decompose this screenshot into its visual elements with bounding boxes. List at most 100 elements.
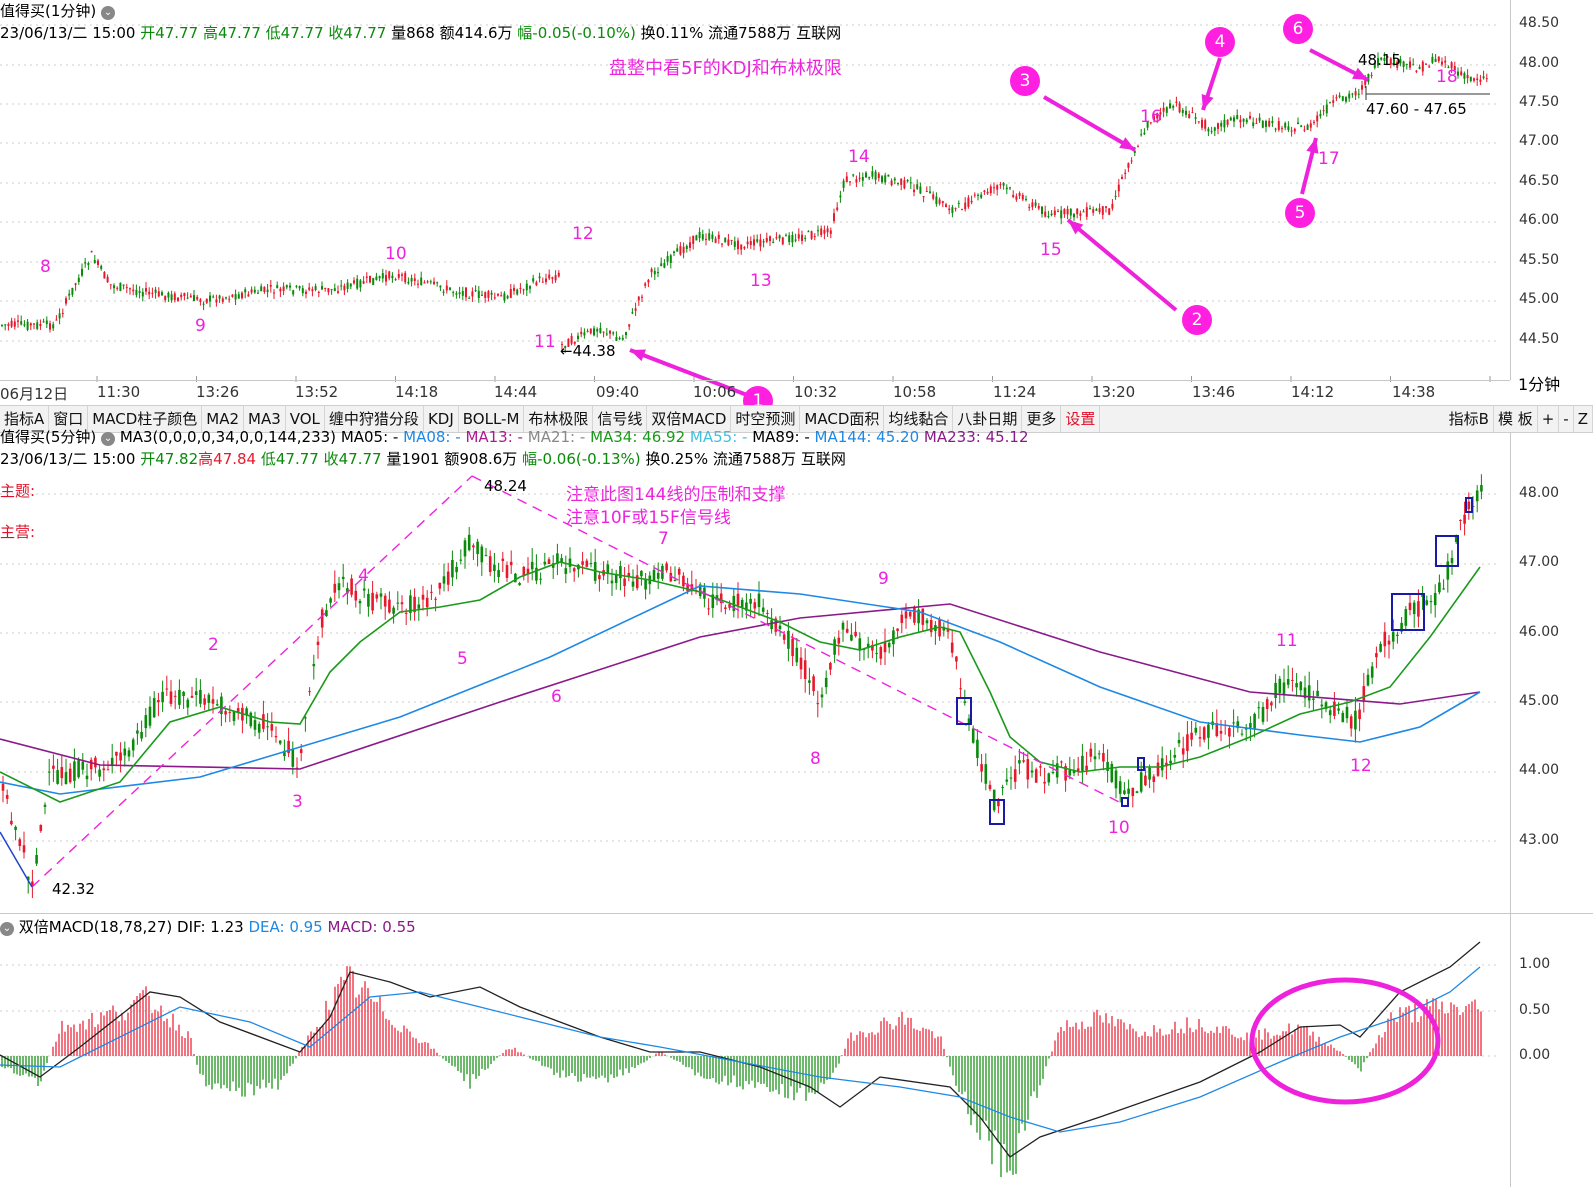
candle-body [1299,681,1303,691]
settings-gear-icon[interactable]: ⌄ [0,922,14,936]
candle-body [49,323,51,330]
candle-body [1373,62,1376,68]
toolbar-item[interactable]: 缠中狩猎分段 [325,406,424,432]
candle-body [476,541,479,555]
candle-body [1255,123,1258,125]
candle-body [404,272,407,283]
candle-body [14,826,17,830]
toolbar-item[interactable]: MACD面积 [800,406,885,432]
candle-body [561,344,563,346]
toolbar-item[interactable]: 更多 [1022,406,1062,432]
candle-body [1309,123,1312,128]
toolbar-item[interactable]: 时空预测 [731,406,801,432]
candle-body [1188,114,1191,119]
zoom-in-button[interactable]: + [1538,406,1560,432]
price-tick: 44.00 [1519,762,1560,778]
candle-body [245,708,248,716]
candle-body [556,553,559,564]
wave-label: 11 [534,332,556,352]
toolbar-item[interactable]: 信号线 [593,406,648,432]
candle-body [480,546,484,563]
toolbar-item[interactable]: MA3 [244,406,286,432]
candle-body [589,563,593,565]
candle-body [257,723,261,733]
candle-body [787,630,790,649]
candle-body [1366,674,1370,686]
candle-body [1354,91,1357,96]
time-label: 10:06 [693,383,737,401]
candle-body [1412,602,1416,615]
candle-body [1387,640,1391,645]
price-tick: 47.50 [1519,94,1560,110]
template-button[interactable]: 模 板 [1494,406,1538,432]
candle-body [317,291,320,293]
candle-body [749,598,752,604]
candle-body [984,764,988,784]
toolbar-item[interactable]: BOLL-M [459,406,525,432]
candle-body [955,656,958,662]
candle-body [445,285,448,291]
zoom-out-button[interactable]: - [1559,406,1574,432]
candle-body [538,276,541,279]
toolbar-item[interactable]: 双倍MACD [647,406,732,432]
candle-body [253,289,256,293]
toolbar-item[interactable]: 指标A [0,406,50,432]
candle-body [413,596,416,613]
toolbar-item[interactable]: MA2 [202,406,244,432]
toolbar-item[interactable]: VOL [286,406,325,432]
candle-body [1446,561,1450,580]
candle-body [311,289,314,292]
candle-body [564,345,567,348]
candle-body [1293,128,1296,132]
candle-body [1444,60,1447,63]
toolbar-item[interactable]: MACD柱子颜色 [88,406,203,432]
price-tick: 43.00 [1519,832,1560,848]
toolbar-item[interactable]: 指标B [1445,406,1494,432]
candle-body [1044,211,1047,217]
period-label[interactable]: 1分钟 [1518,375,1561,394]
toolbar-item[interactable]: 布林极限 [524,406,594,432]
highlight-ellipse [1249,977,1441,1105]
candle-body [766,612,769,614]
settings-gear-icon[interactable]: ⌄ [101,432,116,446]
candle-body [400,602,404,605]
candle-body [745,602,748,611]
candle-body [519,287,522,289]
candle-body [301,288,304,294]
trend-line-up [31,475,473,888]
price-tick: 46.00 [1519,212,1560,228]
candle-body [1169,103,1171,109]
candle-body [211,699,215,704]
candle-body [719,593,723,604]
candle-body [631,312,634,314]
signal-box [1465,497,1473,513]
candle-body [203,698,206,705]
settings-gear-icon[interactable]: ⌄ [101,6,116,20]
candle-body [381,273,384,279]
candle-body [711,234,714,239]
candle-body [1313,121,1315,123]
candle-body [612,332,615,334]
candle-body [1153,116,1155,121]
candle-body [292,290,295,295]
candle-body [65,298,67,304]
toolbar-item[interactable]: 窗口 [49,406,89,432]
toolbar-item[interactable]: KDJ [424,406,459,432]
candle-body [375,594,379,599]
candle-body [606,564,610,574]
toolbar-item[interactable]: 均线黏合 [884,406,954,432]
wave-label: 9 [878,569,889,589]
candle-body [1287,126,1290,131]
toolbar-item[interactable]: 八卦日期 [953,406,1023,432]
candle-body [737,240,739,250]
candle-body [1156,762,1160,776]
candle-body [236,708,240,713]
settings-button[interactable]: 设置 [1061,406,1101,432]
z-button[interactable]: Z [1574,406,1593,432]
macd-chart [0,941,1500,1178]
candle-body [55,319,58,321]
candle-body [13,321,16,327]
candle-body [1396,634,1399,637]
circle-marker-3: 3 [1010,66,1040,96]
candle-body [1370,74,1373,76]
